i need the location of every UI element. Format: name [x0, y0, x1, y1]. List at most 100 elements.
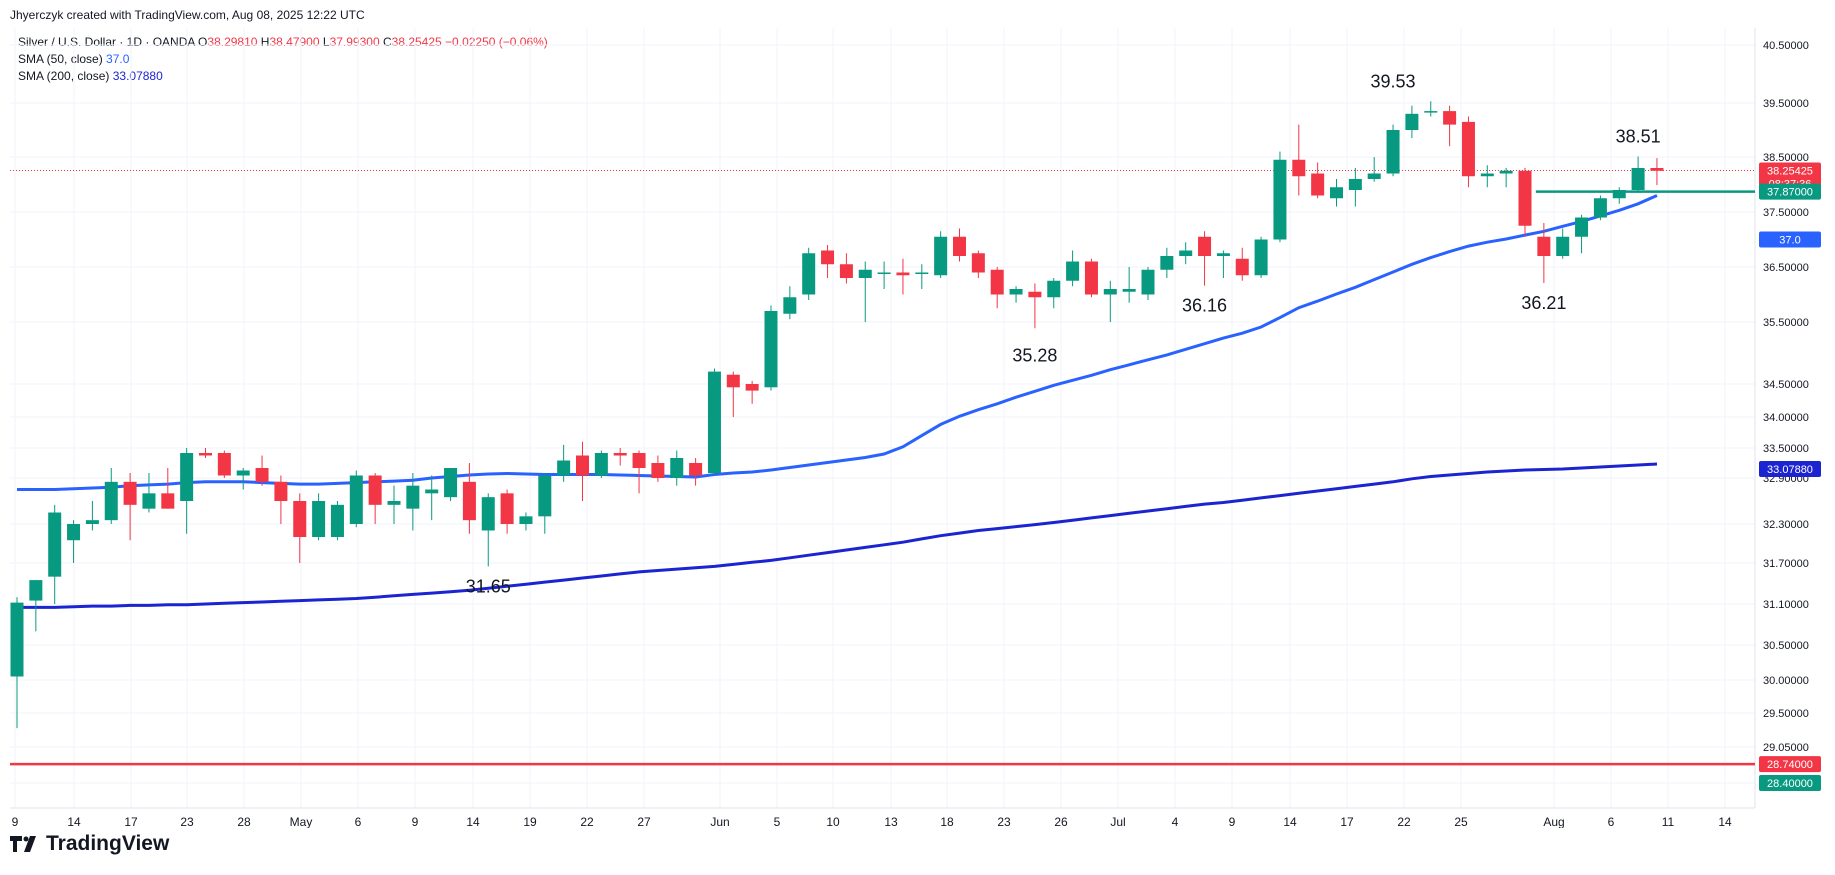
candle-body — [1499, 170, 1513, 174]
candle-body — [1461, 121, 1475, 177]
sma200-legend-row: SMA (200, close) 33.07880 — [18, 68, 548, 85]
candle-body — [632, 453, 646, 468]
price-annotation: 38.51 — [1616, 126, 1661, 146]
sma50-label: SMA (50, close) — [18, 52, 103, 66]
candle-body — [689, 463, 703, 476]
tradingview-logo-icon — [10, 836, 36, 852]
tradingview-logo: TradingView — [10, 832, 169, 856]
time-axis-label: 26 — [1054, 815, 1068, 828]
candle-body — [726, 374, 740, 388]
candle-body — [274, 481, 288, 501]
price-chart[interactable]: 40.50000 39.50000 38.50000 37.50000 36.50000… — [0, 28, 1835, 828]
price-axis-label: 29.50000 — [1763, 708, 1809, 720]
price-axis-label: 31.70000 — [1763, 558, 1809, 570]
time-axis-label: 6 — [1608, 815, 1615, 828]
time-axis-label: Jun — [710, 815, 729, 828]
candle-body — [293, 501, 307, 537]
sma50-line — [17, 194, 1658, 491]
price-axis-tag-label: 38.25425 — [1767, 166, 1813, 178]
time-axis-label: 19 — [523, 815, 537, 828]
candle-body — [1348, 179, 1362, 190]
candle-body — [1122, 289, 1136, 292]
candle-body — [915, 272, 929, 274]
price-axis-label: 38.50000 — [1763, 152, 1809, 164]
candle-body — [48, 512, 62, 577]
candle-body — [1405, 113, 1419, 130]
candle-body — [444, 468, 458, 498]
candle-body — [896, 272, 910, 276]
time-axis-label: 9 — [12, 815, 19, 828]
price-axis-label: 34.00000 — [1763, 412, 1809, 424]
time-axis-label: 17 — [124, 815, 138, 828]
candle-body — [1631, 168, 1645, 190]
candle-body — [877, 272, 891, 274]
price-axis-label: 33.50000 — [1763, 443, 1809, 455]
candle-body — [557, 460, 571, 476]
price-axis-tag-label: 28.40000 — [1767, 778, 1813, 790]
candle-body — [670, 458, 684, 478]
close-label: C — [382, 35, 392, 49]
candle-body — [104, 481, 118, 521]
time-axis-label: 9 — [1229, 815, 1236, 828]
time-axis-label: 22 — [580, 815, 594, 828]
time-axis-label: Jul — [1110, 815, 1125, 828]
candle-body — [406, 485, 420, 509]
price-axis-label: 39.50000 — [1763, 98, 1809, 110]
time-axis-label: 9 — [412, 815, 419, 828]
candle-body — [1480, 173, 1494, 177]
candle-body — [745, 384, 759, 391]
price-axis-tag-label: 37.0 — [1779, 235, 1800, 247]
candle-body — [161, 493, 175, 509]
price-axis-label: 31.10000 — [1763, 599, 1809, 611]
candle-body — [1066, 261, 1080, 281]
price-annotation: 36.16 — [1182, 296, 1227, 316]
candle-body — [519, 516, 533, 524]
candle-body — [217, 453, 231, 476]
candle-body — [1443, 111, 1457, 125]
candle-body — [1103, 289, 1117, 295]
time-axis-label: 10 — [826, 815, 840, 828]
candle-body — [1367, 173, 1381, 179]
candle-body — [1612, 190, 1626, 199]
candle-body — [67, 524, 81, 541]
candle-body — [821, 250, 835, 265]
time-axis-label: 11 — [1662, 815, 1675, 828]
price-axis-tag-label: 33.07880 — [1767, 464, 1813, 476]
candle-body — [1273, 159, 1287, 240]
candle-body — [934, 236, 948, 276]
candle-body — [199, 453, 212, 456]
time-axis-label: 5 — [774, 815, 781, 828]
candle-body — [481, 497, 495, 531]
candle-body — [236, 470, 250, 476]
candle-body — [1311, 173, 1325, 196]
candle-body — [1330, 187, 1343, 199]
price-axis-tag — [1759, 461, 1821, 478]
candle-body — [1216, 253, 1230, 256]
price-axis-label: 30.50000 — [1763, 640, 1809, 652]
time-axis-label: 14 — [67, 815, 81, 828]
time-axis-label: Aug — [1543, 815, 1564, 828]
candle-body — [1028, 291, 1042, 298]
candle-body — [1575, 217, 1589, 237]
candle-body — [1593, 198, 1607, 218]
price-axis-label: 32.30000 — [1763, 519, 1809, 531]
price-axis-tag — [1759, 775, 1821, 791]
candle-body — [1009, 289, 1023, 295]
time-axis-label: 4 — [1172, 815, 1179, 828]
candle-body — [651, 463, 665, 478]
time-axis-label: 28 — [237, 815, 251, 828]
candle-body — [1386, 130, 1400, 174]
candle-body — [425, 489, 439, 494]
candle-body — [1198, 236, 1212, 256]
time-axis-label: 6 — [355, 815, 362, 828]
candle-body — [1292, 159, 1306, 177]
sma50-legend-row: SMA (50, close) 37.0 — [18, 51, 548, 68]
price-annotation: 31.65 — [466, 576, 511, 596]
candle-body — [1537, 236, 1551, 256]
candle-body — [613, 453, 627, 456]
candle-body — [1047, 280, 1061, 298]
candle-body — [255, 468, 269, 482]
time-axis-label: 13 — [884, 815, 898, 828]
high-label: H — [260, 35, 270, 49]
candle-body — [1084, 261, 1098, 295]
